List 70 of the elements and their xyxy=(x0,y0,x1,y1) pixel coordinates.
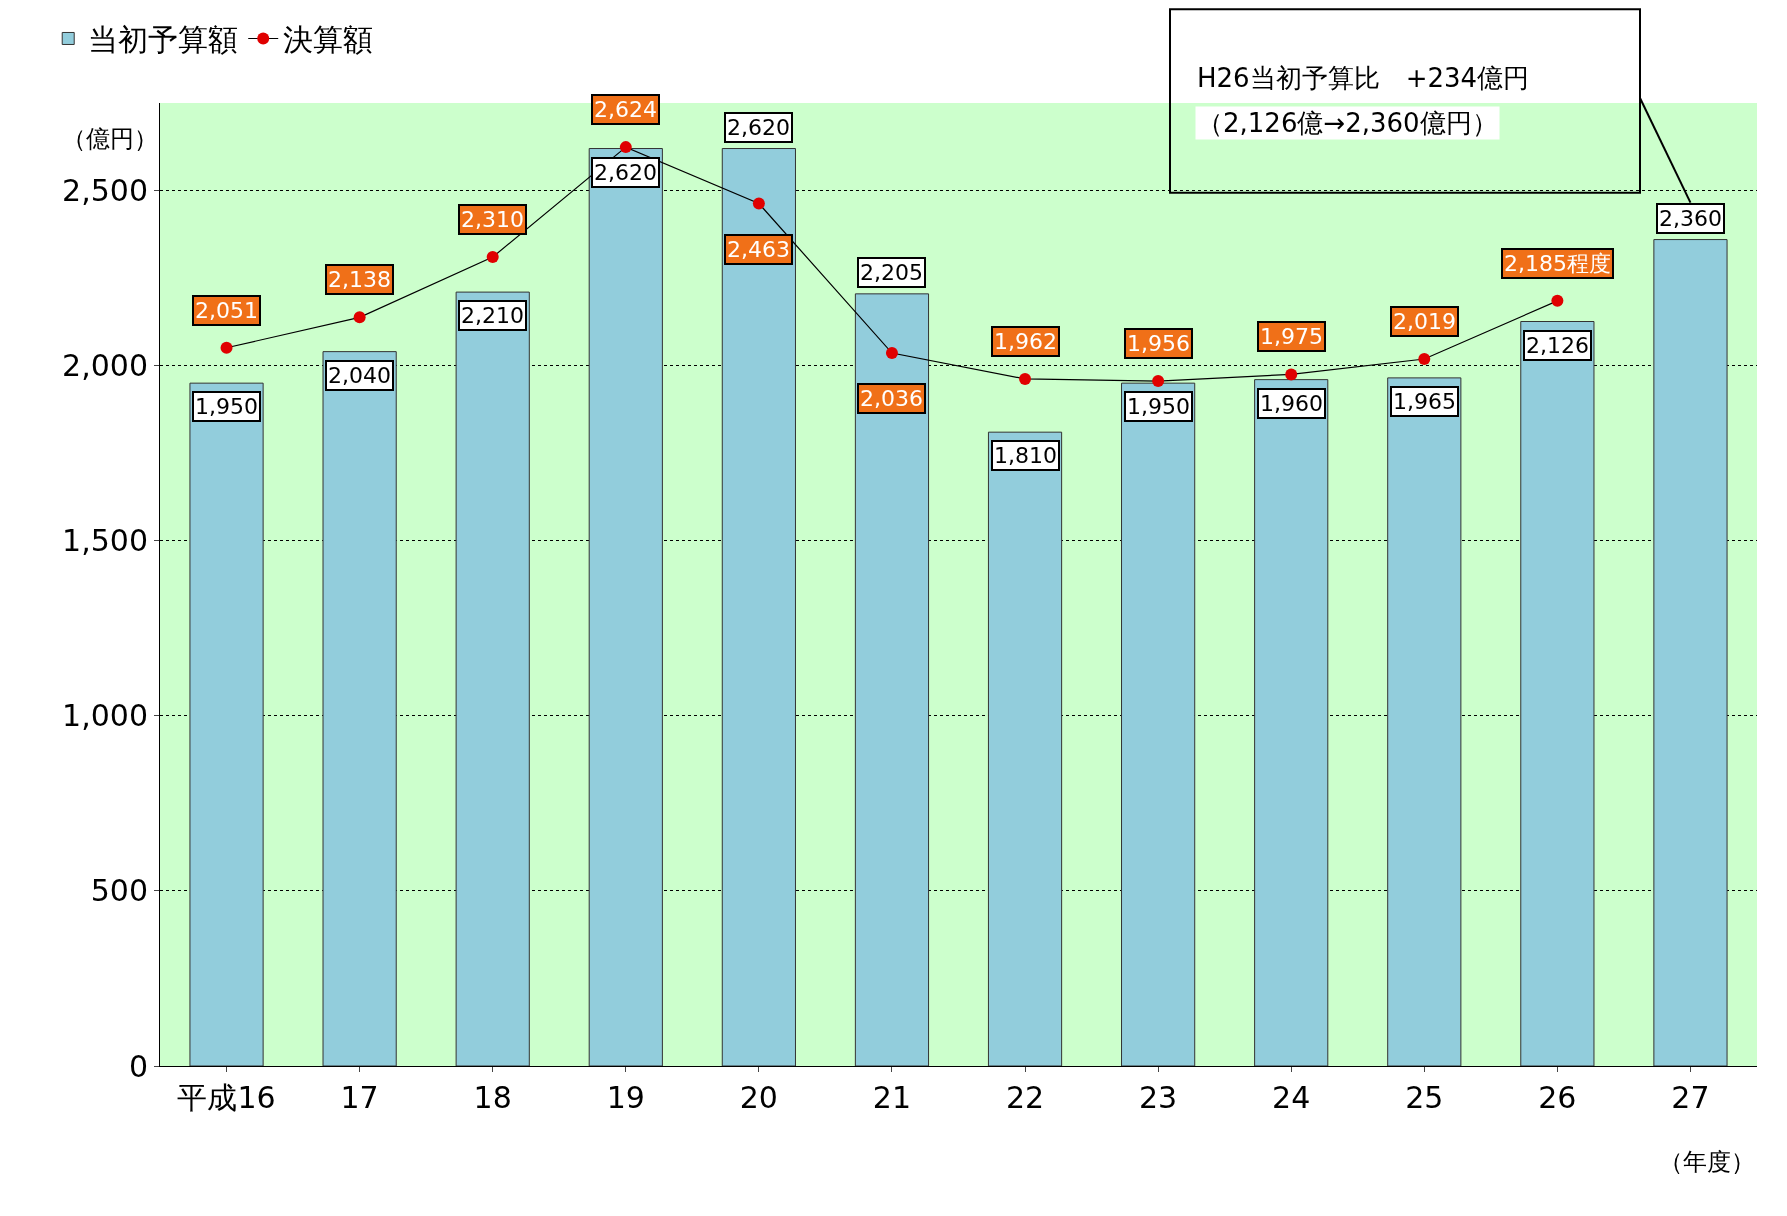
y-tick-label: 2,000 xyxy=(62,348,148,384)
x-axis-title: （年度） xyxy=(1659,1148,1755,1176)
y-axis-title: （億円） xyxy=(62,125,158,153)
data-label: 2,360 xyxy=(1659,206,1722,231)
bar xyxy=(322,351,397,1066)
bar xyxy=(1121,382,1196,1066)
bar xyxy=(721,148,796,1066)
bar xyxy=(1254,379,1329,1066)
data-label: 2,620 xyxy=(594,160,657,185)
point xyxy=(353,311,366,324)
x-tick-label: 21 xyxy=(872,1080,912,1115)
point xyxy=(1551,294,1564,307)
x-tick-label: 27 xyxy=(1671,1080,1710,1115)
bar xyxy=(189,382,264,1066)
bar xyxy=(588,148,663,1066)
point xyxy=(1285,368,1298,381)
data-label: 2,310 xyxy=(461,207,524,232)
data-label: 2,036 xyxy=(860,386,923,411)
x-tick-label: 24 xyxy=(1272,1080,1311,1115)
legend-label: 当初予算額 xyxy=(88,22,239,58)
bar xyxy=(987,431,1063,1066)
point xyxy=(752,197,765,210)
point xyxy=(885,347,898,360)
point xyxy=(486,251,499,264)
bar xyxy=(1387,377,1462,1066)
data-label: 1,810 xyxy=(994,443,1057,468)
data-label: 2,138 xyxy=(328,267,391,292)
data-label: 1,960 xyxy=(1260,391,1323,416)
y-tick-label: 1,500 xyxy=(62,523,148,559)
legend-label: 決算額 xyxy=(283,22,374,58)
y-tick-label: 0 xyxy=(128,1048,148,1084)
x-tick-label: 22 xyxy=(1005,1080,1045,1115)
x-tick-label: 17 xyxy=(340,1080,379,1115)
annotation: （2,126億→2,360億円） xyxy=(1197,108,1498,138)
data-label: 1,965 xyxy=(1393,389,1456,414)
data-label: 2,624 xyxy=(594,97,657,122)
data-label: 2,463 xyxy=(727,237,790,262)
data-label: 1,956 xyxy=(1127,331,1190,356)
data-label: 2,019 xyxy=(1393,309,1456,334)
y-tick-label: 2,500 xyxy=(62,173,148,209)
x-tick-label: 平成16 xyxy=(177,1080,276,1115)
bar xyxy=(1653,239,1728,1066)
point xyxy=(220,341,233,354)
text: H26当初予算比 +234億円 xyxy=(1197,63,1530,93)
x-tick-label: 25 xyxy=(1405,1080,1444,1115)
data-label: 2,205 xyxy=(860,260,923,285)
data-label: 1,975 xyxy=(1260,324,1323,349)
point xyxy=(1152,375,1165,388)
data-label: 2,185程度 xyxy=(1504,251,1611,276)
data-label: 1,950 xyxy=(195,394,258,419)
x-tick-label: 19 xyxy=(606,1080,645,1115)
point xyxy=(619,141,632,154)
data-label: 2,126 xyxy=(1526,333,1589,358)
y-tick-label: 500 xyxy=(90,873,148,909)
point xyxy=(1019,372,1032,385)
x-tick-label: 20 xyxy=(739,1080,778,1115)
data-label: 1,962 xyxy=(994,329,1057,354)
bar xyxy=(455,291,530,1066)
x-tick-label: 26 xyxy=(1538,1080,1577,1115)
bar xyxy=(854,293,930,1066)
point xyxy=(1418,352,1431,365)
y-tick-label: 1,000 xyxy=(62,698,148,734)
x-tick-label: 23 xyxy=(1139,1080,1178,1115)
data-label: 2,040 xyxy=(328,363,391,388)
data-label: 2,620 xyxy=(727,115,790,140)
x-tick-label: 18 xyxy=(473,1080,512,1115)
data-label: 2,210 xyxy=(461,303,524,328)
bar xyxy=(1520,321,1595,1066)
data-label: 2,051 xyxy=(195,298,258,323)
data-label: 1,950 xyxy=(1127,394,1190,419)
